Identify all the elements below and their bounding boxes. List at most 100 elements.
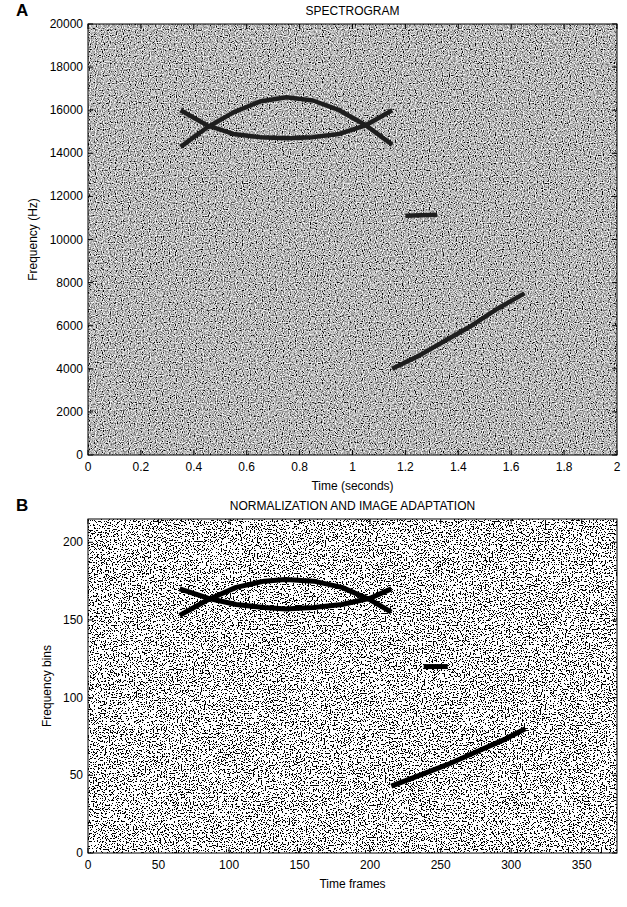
y-tick-right (612, 853, 617, 854)
y-axis-title: Frequency (Hz) (26, 198, 40, 281)
y-axis-title: Frequency bins (40, 645, 54, 727)
y-tick-right (612, 697, 617, 698)
y-tick-right (612, 282, 617, 283)
x-tick (440, 848, 441, 853)
x-tick-label: 1 (349, 460, 356, 474)
x-tick-top (458, 24, 459, 29)
y-tick-label: 0 (76, 448, 83, 462)
x-axis-title: Time frames (319, 877, 385, 891)
y-tick-label: 14000 (50, 146, 84, 160)
x-tick-top (299, 24, 300, 29)
x-tick (370, 848, 371, 853)
y-tick (88, 239, 93, 240)
y-tick-right (612, 196, 617, 197)
x-tick-label: 1.6 (503, 460, 520, 474)
y-tick (88, 542, 93, 543)
y-tick-right (612, 153, 617, 154)
y-tick (88, 697, 93, 698)
x-tick (405, 450, 406, 455)
y-tick-label: 6000 (56, 319, 83, 333)
x-tick-label: 0 (85, 460, 92, 474)
panel-label: B (16, 496, 28, 515)
y-tick-label: 16000 (50, 103, 84, 117)
x-tick-top (370, 519, 371, 524)
x-tick (617, 450, 618, 455)
x-tick (458, 450, 459, 455)
y-tick (88, 619, 93, 620)
x-tick (352, 450, 353, 455)
x-tick-label: 50 (152, 858, 166, 872)
y-tick-label: 4000 (56, 362, 83, 376)
x-tick-label: 350 (572, 858, 592, 872)
plot-frame (88, 24, 617, 455)
x-tick-top (88, 519, 89, 524)
panel-label: A (16, 1, 28, 20)
y-tick-right (612, 775, 617, 776)
x-tick (246, 450, 247, 455)
curve (180, 580, 392, 616)
x-tick-top (246, 24, 247, 29)
x-tick-top (229, 519, 230, 524)
x-tick-label: 300 (501, 858, 521, 872)
x-tick-top (352, 24, 353, 29)
figure: 00.20.40.60.811.21.41.61.820200040006000… (0, 0, 627, 907)
x-tick (229, 848, 230, 853)
chart-title: NORMALIZATION AND IMAGE ADAPTATION (230, 499, 475, 513)
y-tick-label: 18000 (50, 60, 84, 74)
x-tick-label: 0.2 (133, 460, 150, 474)
curve (180, 589, 392, 609)
x-tick-top (617, 24, 618, 29)
y-tick-label: 150 (63, 613, 83, 627)
x-tick-label: 0.8 (291, 460, 308, 474)
y-tick (88, 411, 93, 412)
y-tick-right (612, 455, 617, 456)
x-tick (581, 848, 582, 853)
y-tick-right (612, 542, 617, 543)
x-tick (158, 848, 159, 853)
x-tick-label: 2 (614, 460, 621, 474)
x-tick (88, 450, 89, 455)
y-tick (88, 110, 93, 111)
x-tick-top (140, 24, 141, 29)
x-tick (299, 450, 300, 455)
x-tick (511, 848, 512, 853)
y-tick (88, 153, 93, 154)
x-tick (564, 450, 565, 455)
curve (392, 293, 524, 368)
y-tick-label: 20000 (50, 17, 84, 31)
speckle-texture (88, 519, 617, 853)
x-tick-top (564, 24, 565, 29)
x-tick-top (299, 519, 300, 524)
x-axis-title: Time (seconds) (311, 479, 393, 493)
curve (391, 729, 525, 786)
y-tick-label: 100 (63, 691, 83, 705)
y-tick-label: 200 (63, 535, 83, 549)
x-tick (299, 848, 300, 853)
y-tick (88, 196, 93, 197)
marks (180, 580, 526, 787)
plot-frame (88, 519, 617, 853)
x-tick-top (193, 24, 194, 29)
y-tick-right (612, 619, 617, 620)
x-tick-top (88, 24, 89, 29)
curve (181, 110, 393, 138)
x-tick-label: 1.8 (556, 460, 573, 474)
y-tick (88, 853, 93, 854)
y-tick-right (612, 239, 617, 240)
curve (181, 97, 393, 147)
curve (424, 664, 448, 669)
panel: 050100150200250300350050100150200Time fr… (16, 496, 617, 891)
x-tick-top (511, 519, 512, 524)
x-tick (140, 450, 141, 455)
y-tick-right (612, 24, 617, 25)
y-tick (88, 455, 93, 456)
chart-title: SPECTROGRAM (305, 4, 399, 18)
x-tick (193, 450, 194, 455)
marks (181, 97, 525, 369)
x-tick-label: 200 (360, 858, 380, 872)
y-tick (88, 24, 93, 25)
x-tick-label: 1.4 (450, 460, 467, 474)
y-tick-label: 0 (76, 846, 83, 860)
y-tick-right (612, 67, 617, 68)
noise-texture (88, 24, 617, 455)
